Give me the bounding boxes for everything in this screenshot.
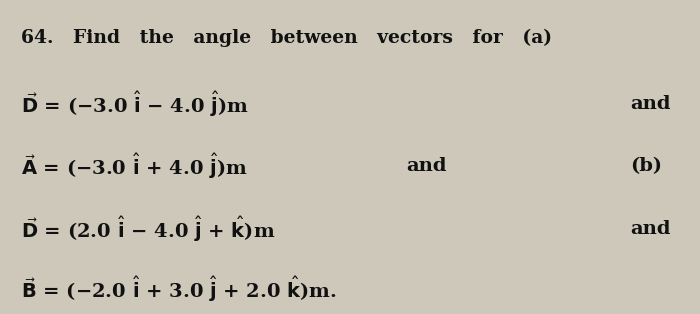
Text: $\vec{\mathbf{A}}$ = (−3.0 $\hat{\mathbf{i}}$ + 4.0 $\hat{\mathbf{j}}$)m: $\vec{\mathbf{A}}$ = (−3.0 $\hat{\mathbf… xyxy=(21,151,248,181)
Text: and: and xyxy=(630,220,671,238)
Text: and: and xyxy=(630,95,671,113)
Text: $\vec{\mathbf{D}}$ = (−3.0 $\hat{\mathbf{i}}$ − 4.0 $\hat{\mathbf{j}}$)m: $\vec{\mathbf{D}}$ = (−3.0 $\hat{\mathbf… xyxy=(21,89,249,119)
Text: $\vec{\mathbf{B}}$ = (−2.0 $\hat{\mathbf{i}}$ + 3.0 $\hat{\mathbf{j}}$ + 2.0 $\h: $\vec{\mathbf{B}}$ = (−2.0 $\hat{\mathbf… xyxy=(21,274,337,304)
Text: 64.   Find   the   angle   between   vectors   for   (a): 64. Find the angle between vectors for (… xyxy=(21,29,552,47)
Text: and: and xyxy=(406,157,447,176)
Text: $\vec{\mathbf{D}}$ = (2.0 $\hat{\mathbf{i}}$ − 4.0 $\hat{\mathbf{j}}$ + $\hat{\m: $\vec{\mathbf{D}}$ = (2.0 $\hat{\mathbf{… xyxy=(21,214,275,244)
Text: (b): (b) xyxy=(630,157,662,176)
